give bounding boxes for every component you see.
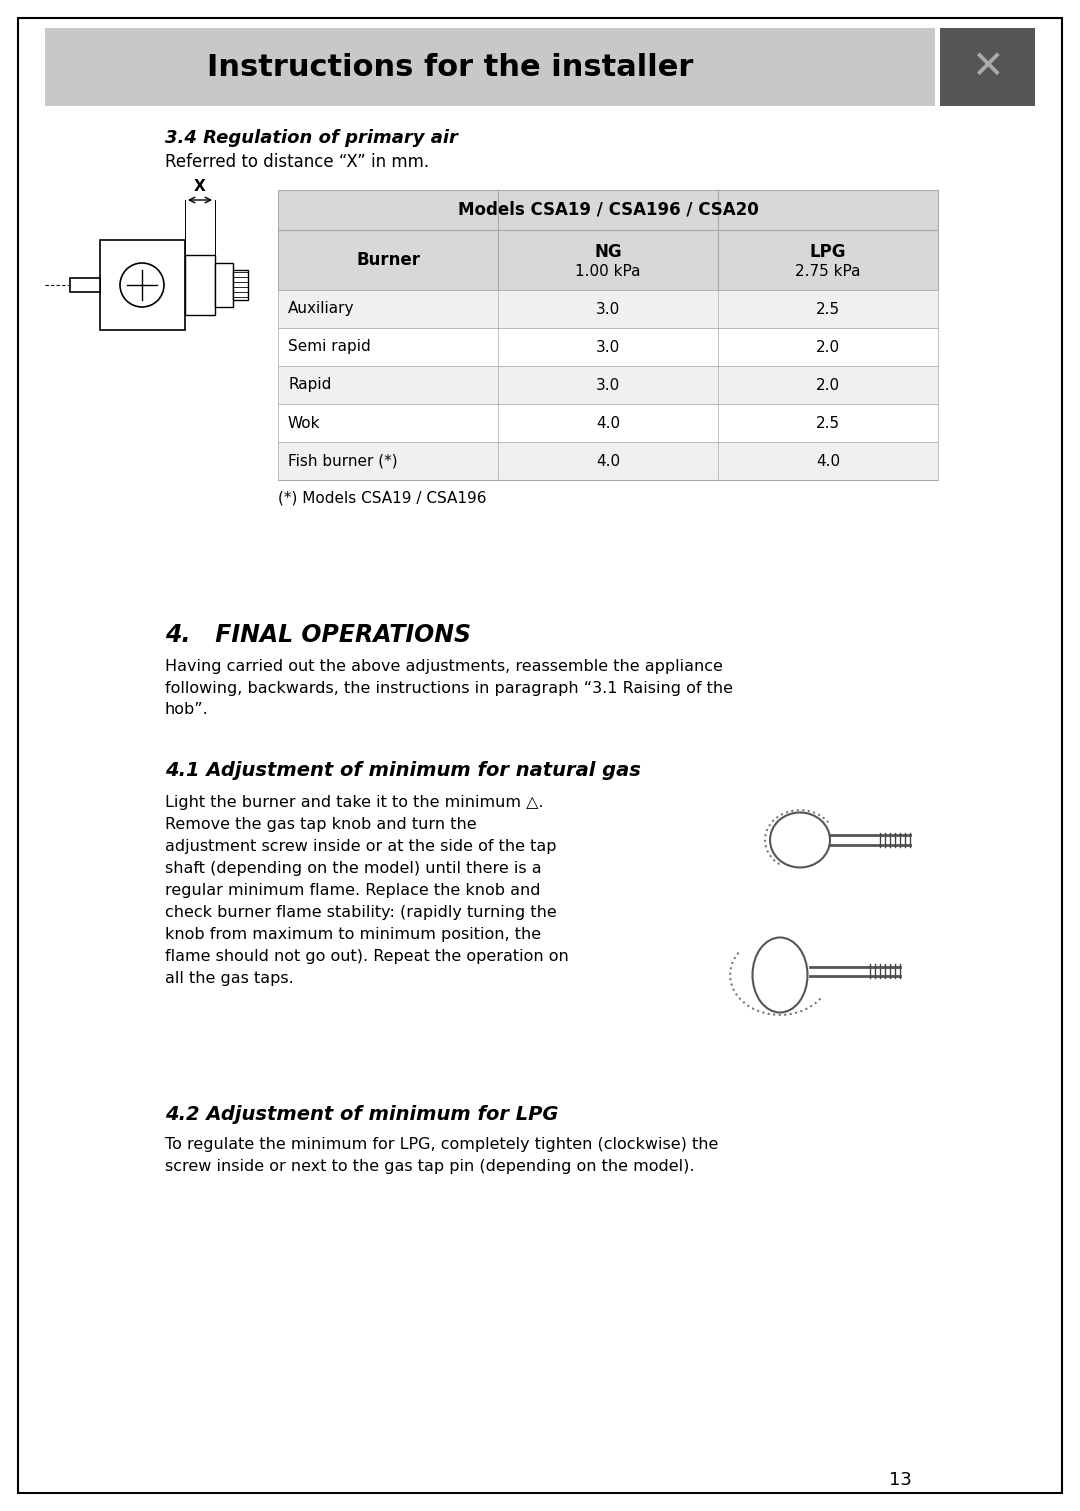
Text: NG: NG <box>594 243 622 261</box>
Text: Models CSA19 / CSA196 / CSA20: Models CSA19 / CSA196 / CSA20 <box>458 201 758 219</box>
Text: Burner: Burner <box>356 251 420 269</box>
FancyBboxPatch shape <box>278 403 939 443</box>
FancyBboxPatch shape <box>278 290 939 328</box>
Text: Light the burner and take it to the minimum △.: Light the burner and take it to the mini… <box>165 795 543 810</box>
Text: 3.0: 3.0 <box>596 378 620 393</box>
Text: knob from maximum to minimum position, the: knob from maximum to minimum position, t… <box>165 926 541 941</box>
Text: Fish burner (*): Fish burner (*) <box>288 453 397 468</box>
Text: Remove the gas tap knob and turn the: Remove the gas tap knob and turn the <box>165 816 476 831</box>
Text: Auxiliary: Auxiliary <box>288 302 354 316</box>
FancyBboxPatch shape <box>278 230 939 290</box>
Text: Wok: Wok <box>288 416 321 431</box>
Text: Rapid: Rapid <box>288 378 332 393</box>
Text: Referred to distance “X” in mm.: Referred to distance “X” in mm. <box>165 153 429 171</box>
FancyBboxPatch shape <box>278 366 939 403</box>
Text: 4.   FINAL OPERATIONS: 4. FINAL OPERATIONS <box>165 623 471 647</box>
Text: LPG: LPG <box>810 243 847 261</box>
FancyBboxPatch shape <box>278 443 939 480</box>
FancyBboxPatch shape <box>100 240 185 329</box>
Text: 2.5: 2.5 <box>815 416 840 431</box>
Text: 13: 13 <box>889 1472 912 1488</box>
Text: adjustment screw inside or at the side of the tap: adjustment screw inside or at the side o… <box>165 839 556 854</box>
Text: X: X <box>194 178 206 193</box>
Text: Having carried out the above adjustments, reassemble the appliance: Having carried out the above adjustments… <box>165 659 723 674</box>
Text: 4.1 Adjustment of minimum for natural gas: 4.1 Adjustment of minimum for natural ga… <box>165 760 640 780</box>
Text: 3.0: 3.0 <box>596 302 620 316</box>
Text: Semi rapid: Semi rapid <box>288 340 370 355</box>
Text: flame should not go out). Repeat the operation on: flame should not go out). Repeat the ope… <box>165 949 569 964</box>
FancyBboxPatch shape <box>70 278 100 292</box>
Text: Instructions for the installer: Instructions for the installer <box>206 53 693 82</box>
Text: 2.75 kPa: 2.75 kPa <box>795 264 861 280</box>
Text: 4.0: 4.0 <box>596 453 620 468</box>
Text: all the gas taps.: all the gas taps. <box>165 970 294 985</box>
FancyBboxPatch shape <box>185 255 215 314</box>
Text: 2.0: 2.0 <box>815 340 840 355</box>
FancyBboxPatch shape <box>45 29 935 106</box>
Text: (*) Models CSA19 / CSA196: (*) Models CSA19 / CSA196 <box>278 491 486 506</box>
Text: 4.2 Adjustment of minimum for LPG: 4.2 Adjustment of minimum for LPG <box>165 1106 558 1124</box>
Text: 3.0: 3.0 <box>596 340 620 355</box>
FancyBboxPatch shape <box>278 328 939 366</box>
Text: 1.00 kPa: 1.00 kPa <box>576 264 640 280</box>
Text: ✕: ✕ <box>971 48 1003 86</box>
Text: following, backwards, the instructions in paragraph “3.1 Raising of the: following, backwards, the instructions i… <box>165 680 733 695</box>
Text: shaft (depending on the model) until there is a: shaft (depending on the model) until the… <box>165 860 542 875</box>
Text: 2.0: 2.0 <box>815 378 840 393</box>
Text: hob”.: hob”. <box>165 701 208 716</box>
Text: 2.5: 2.5 <box>815 302 840 316</box>
FancyBboxPatch shape <box>233 270 248 301</box>
FancyBboxPatch shape <box>940 29 1035 106</box>
Text: screw inside or next to the gas tap pin (depending on the model).: screw inside or next to the gas tap pin … <box>165 1159 694 1174</box>
Text: 3.4 Regulation of primary air: 3.4 Regulation of primary air <box>165 128 458 147</box>
Text: regular minimum flame. Replace the knob and: regular minimum flame. Replace the knob … <box>165 882 540 898</box>
Text: To regulate the minimum for LPG, completely tighten (clockwise) the: To regulate the minimum for LPG, complet… <box>165 1138 718 1153</box>
FancyBboxPatch shape <box>215 263 233 307</box>
Text: check burner flame stability: (rapidly turning the: check burner flame stability: (rapidly t… <box>165 905 557 920</box>
FancyBboxPatch shape <box>278 190 939 230</box>
Text: 4.0: 4.0 <box>596 416 620 431</box>
Text: 4.0: 4.0 <box>815 453 840 468</box>
